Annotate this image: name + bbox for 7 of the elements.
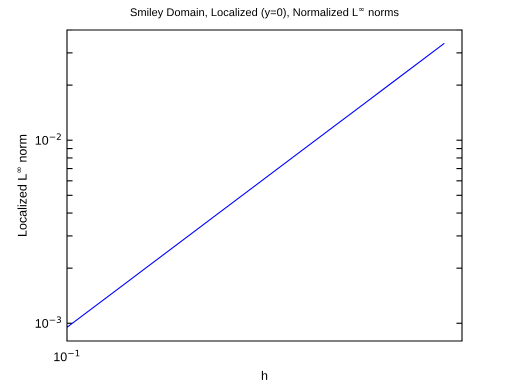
line-series: [67, 43, 444, 328]
y-tick-label: 10$^{−3}$: [36, 316, 61, 328]
x-axis-title: h: [262, 370, 268, 380]
chart-title: Smiley Domain, Localized (y=0), Normalized L$^{∞}$ norms: [130, 8, 399, 18]
text: 10$^{−1}$: [54, 350, 80, 362]
y-axis-title: Localized L$^{∞}$ norm: [17, 134, 27, 236]
y-tick-label: 10$^{−2}$: [36, 133, 61, 145]
